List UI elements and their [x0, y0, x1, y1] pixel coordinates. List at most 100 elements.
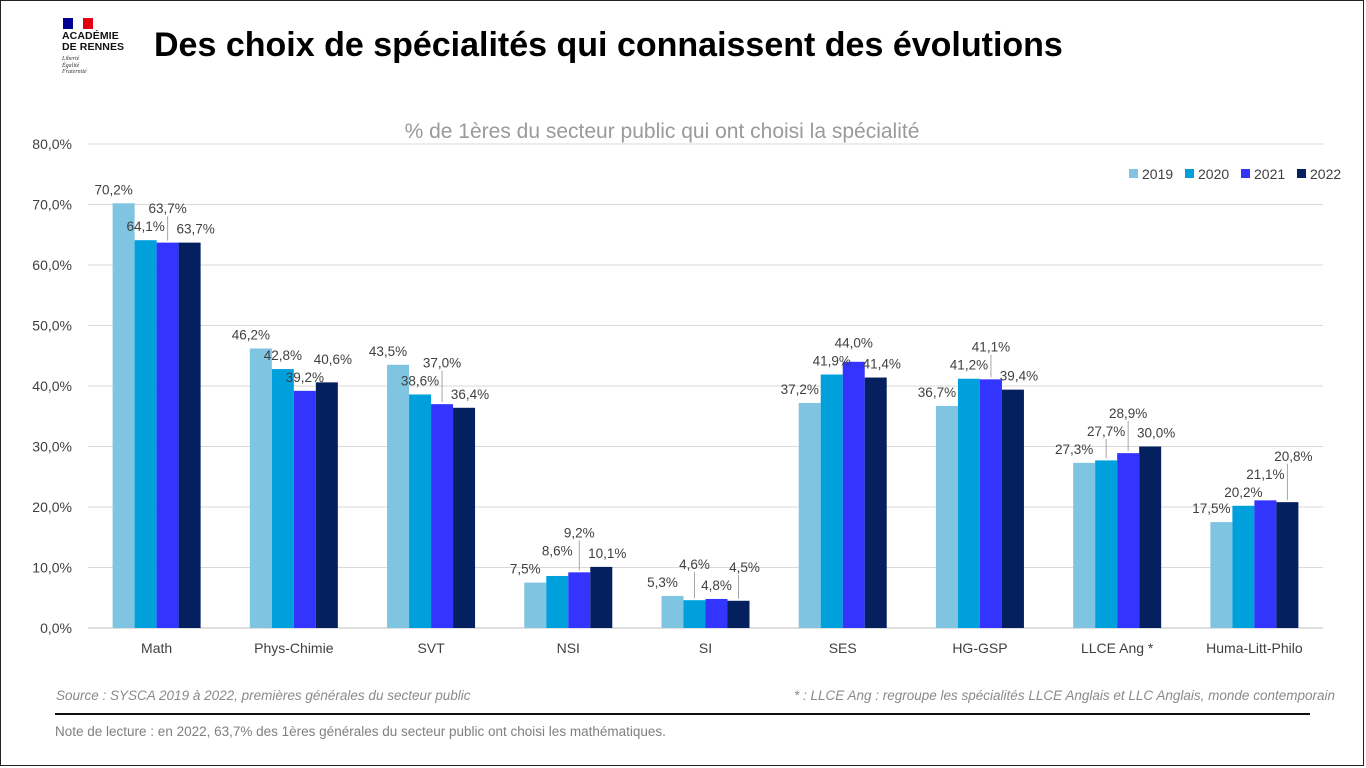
data-label: 44,0%: [835, 336, 873, 351]
legend-label: 2021: [1254, 166, 1285, 182]
footnote: * : LLCE Ang : regroupe les spécialités …: [793, 688, 1335, 703]
bar: [864, 377, 887, 628]
y-tick-label: 10,0%: [32, 560, 72, 576]
footer-divider: [55, 713, 1310, 715]
logo-motto: Liberté Égalité Fraternité: [62, 56, 87, 75]
data-label: 39,2%: [286, 370, 324, 385]
flag-icon: [63, 18, 93, 29]
y-tick-label: 80,0%: [32, 136, 72, 152]
data-label: 36,7%: [918, 385, 956, 400]
bar: [1232, 505, 1255, 628]
bar: [1139, 446, 1162, 628]
bar: [590, 566, 613, 628]
y-tick-label: 0,0%: [40, 620, 72, 636]
legend-swatch: [1185, 169, 1194, 178]
bar: [112, 203, 135, 629]
data-label: 17,5%: [1192, 501, 1230, 516]
legend-label: 2022: [1310, 166, 1341, 182]
legend-swatch: [1297, 169, 1306, 178]
data-label: 5,3%: [647, 575, 678, 590]
x-tick-label: Math: [141, 640, 172, 656]
data-label: 30,0%: [1137, 426, 1175, 441]
academie-logo: ACADÉMIE DE RENNES Liberté Égalité Frate…: [62, 18, 152, 76]
y-tick-label: 50,0%: [32, 318, 72, 334]
bar: [1001, 389, 1024, 628]
data-label: 39,4%: [1000, 369, 1038, 384]
bar: [453, 407, 476, 628]
legend-label: 2019: [1142, 166, 1173, 182]
bar: [935, 405, 958, 628]
data-label: 40,6%: [314, 352, 352, 367]
y-tick-label: 20,0%: [32, 499, 72, 515]
x-tick-label: SI: [699, 640, 712, 656]
legend-swatch: [1241, 169, 1250, 178]
bar: [661, 595, 684, 628]
data-label: 41,4%: [863, 357, 901, 372]
bar: [1117, 453, 1140, 628]
data-label: 20,2%: [1224, 485, 1262, 500]
x-tick-label: Phys-Chimie: [254, 640, 334, 656]
bar: [1210, 522, 1233, 628]
y-tick-label: 70,0%: [32, 197, 72, 213]
bar: [546, 575, 569, 628]
data-label: 46,2%: [232, 327, 270, 342]
logo-name: ACADÉMIE DE RENNES: [62, 30, 125, 53]
data-label: 10,1%: [588, 546, 626, 561]
bar: [1276, 502, 1299, 628]
bar: [568, 572, 591, 628]
bar: [134, 240, 157, 628]
data-label: 63,7%: [148, 201, 186, 216]
data-label: 63,7%: [176, 222, 214, 237]
chart-title: % de 1ères du secteur public qui ont cho…: [405, 120, 920, 143]
bar: [957, 378, 980, 628]
bar: [842, 361, 865, 628]
data-label: 41,9%: [813, 354, 851, 369]
x-tick-label: LLCE Ang *: [1081, 640, 1154, 656]
data-label: 20,8%: [1274, 449, 1312, 464]
data-label: 41,1%: [972, 340, 1010, 355]
bar: [727, 600, 750, 628]
bar: [979, 379, 1002, 628]
data-label: 21,1%: [1246, 467, 1284, 482]
data-label: 4,8%: [701, 578, 732, 593]
source-note: Source : SYSCA 2019 à 2022, premières gé…: [56, 688, 471, 703]
reading-note: Note de lecture : en 2022, 63,7% des 1èr…: [55, 724, 666, 739]
data-label: 4,6%: [679, 557, 710, 572]
data-label: 28,9%: [1109, 406, 1147, 421]
bar: [1254, 500, 1277, 628]
bar: [156, 242, 179, 629]
bar: [705, 598, 728, 628]
bar: [431, 404, 454, 628]
bar: [387, 364, 410, 628]
legend-swatch: [1129, 169, 1138, 178]
bar: [315, 382, 338, 628]
bar-chart: % de 1ères du secteur public qui ont cho…: [32, 120, 1341, 656]
data-label: 38,6%: [401, 373, 439, 388]
bar: [683, 600, 706, 628]
y-tick-label: 40,0%: [32, 378, 72, 394]
data-label: 8,6%: [542, 544, 573, 559]
bar: [524, 582, 547, 628]
bar: [271, 369, 294, 628]
legend-label: 2020: [1198, 166, 1229, 182]
bar: [1073, 462, 1096, 628]
data-label: 42,8%: [264, 348, 302, 363]
data-label: 7,5%: [510, 562, 541, 577]
bar: [409, 394, 432, 628]
data-label: 70,2%: [94, 182, 132, 197]
x-tick-label: HG-GSP: [952, 640, 1007, 656]
bar: [798, 402, 821, 628]
bar: [178, 242, 201, 629]
data-label: 43,5%: [369, 344, 407, 359]
bar: [293, 390, 316, 628]
x-tick-label: SES: [829, 640, 857, 656]
data-label: 37,0%: [423, 355, 461, 370]
bar: [249, 348, 272, 628]
data-label: 9,2%: [564, 526, 595, 541]
x-tick-label: Huma-Litt-Philo: [1206, 640, 1303, 656]
page-title: Des choix de spécialités qui connaissent…: [154, 26, 1063, 64]
data-label: 41,2%: [950, 358, 988, 373]
data-label: 27,7%: [1087, 424, 1125, 439]
data-label: 37,2%: [781, 382, 819, 397]
